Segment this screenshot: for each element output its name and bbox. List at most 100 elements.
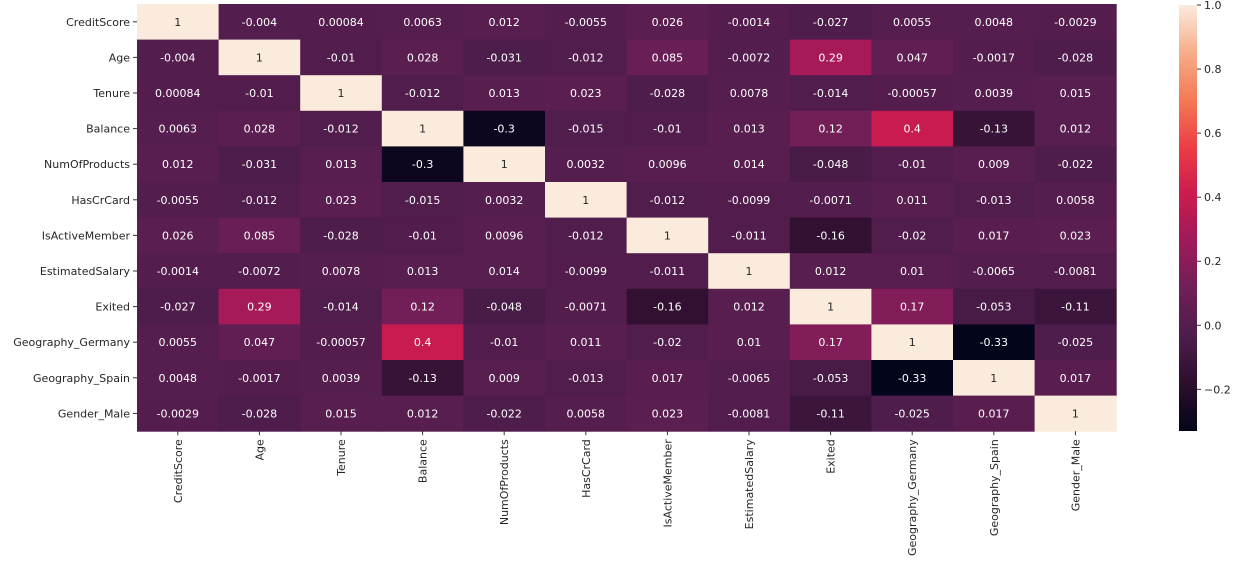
x-tick-label: HasCrCard [580,439,593,498]
heatmap-cell [381,253,464,290]
y-tick-label: Balance [86,123,130,136]
heatmap-cell [463,110,546,147]
cell-value-label: 0.0058 [567,407,606,420]
heatmap-cell [953,75,1036,112]
cell-value-label: 0.085 [652,51,684,64]
heatmap-cell [218,39,301,76]
cell-value-label: -0.0065 [728,372,770,385]
cell-value-label: 0.015 [1060,87,1092,100]
heatmap-cell [545,217,628,254]
heatmap-cell [789,146,872,183]
heatmap-cell [708,253,791,290]
cell-value-label: 0.014 [733,158,765,171]
cell-value-label: -0.022 [486,407,521,420]
heatmap-cell [708,360,791,397]
y-tick-label: NumOfProducts [44,158,130,171]
heatmap-cell [708,39,791,76]
cell-value-label: 0.4 [903,123,921,136]
cell-value-label: 0.17 [900,301,925,314]
heatmap-cell [626,217,709,254]
cell-value-label: -0.13 [980,123,1008,136]
heatmap-cell [626,253,709,290]
cell-value-label: -0.048 [486,301,521,314]
y-tick-label: Geography_Spain [33,372,130,385]
cell-value-label: 1 [582,194,589,207]
heatmap-cell [545,39,628,76]
cell-value-label: 0.017 [978,407,1010,420]
heatmap-cell [1034,288,1117,325]
cell-value-label: -0.01 [490,336,518,349]
cell-value-label: -0.01 [245,87,273,100]
heatmap-cell [218,110,301,147]
heatmap-cell [871,360,954,397]
heatmap-cell [708,146,791,183]
cell-value-label: -0.028 [242,407,277,420]
x-tick-label: Tenure [335,439,348,477]
cell-value-label: 0.047 [244,336,276,349]
cell-value-label: -0.012 [568,229,603,242]
cell-value-label: 0.012 [488,16,520,29]
cell-value-label: -0.01 [408,229,436,242]
x-tick-label: Balance [417,439,430,483]
cell-value-label: 0.023 [325,194,357,207]
cell-value-label: 1 [1072,407,1079,420]
heatmap-cell [1034,75,1117,112]
cell-value-label: 0.009 [978,158,1010,171]
cell-value-label: -0.00057 [887,87,936,100]
cell-value-label: 0.012 [733,301,765,314]
heatmap-cell [463,360,546,397]
heatmap-cell [381,146,464,183]
heatmap-cell [708,110,791,147]
heatmap-cell [626,110,709,147]
cell-value-label: 0.013 [325,158,357,171]
heatmap-cell [545,360,628,397]
y-tick-label: IsActiveMember [42,229,131,242]
heatmap-cell [137,110,220,147]
heatmap-cell [871,146,954,183]
cell-value-label: -0.0014 [157,265,199,278]
heatmap-cell [463,217,546,254]
heatmap-cell [871,110,954,147]
cell-value-label: 0.01 [737,336,762,349]
heatmap-cell [545,395,628,432]
heatmap-cell [137,395,220,432]
cell-value-label: 0.0039 [322,372,361,385]
heatmap-cell [953,288,1036,325]
x-tick-label: NumOfProducts [498,439,511,525]
cell-value-label: 0.0055 [893,16,932,29]
cell-value-label: -0.048 [813,158,848,171]
cell-value-label: 0.085 [244,229,276,242]
cell-value-label: 1 [256,51,263,64]
cell-value-label: 0.0032 [485,194,524,207]
cell-value-label: -0.015 [568,123,603,136]
cell-value-label: -0.01 [653,123,681,136]
cell-value-label: 0.012 [162,158,194,171]
heatmap-cell [708,75,791,112]
heatmap-cell [137,146,220,183]
heatmap-cell [463,395,546,432]
heatmap-cell [626,4,709,41]
heatmap-cell [789,288,872,325]
heatmap-cell [626,324,709,361]
cell-value-label: -0.0099 [728,194,770,207]
heatmap-cell [626,288,709,325]
cell-value-label: 0.012 [815,265,847,278]
heatmap-annotations: 1 -0.004 0.00084 0.0063 0.012 -0.0055 0.026 -0.… [155,16,1097,421]
heatmap-cell [871,395,954,432]
x-tick-label: IsActiveMember [661,439,674,528]
cell-value-label: 0.012 [407,407,439,420]
cell-value-label: 0.0096 [485,229,524,242]
heatmap-cell [789,360,872,397]
colorbar-tick-label: 0.6 [1204,127,1222,140]
cell-value-label: -0.013 [976,194,1011,207]
heatmap-cell [218,4,301,41]
x-tick-label: CreditScore [172,439,185,503]
heatmap-cell [218,324,301,361]
cell-value-label: 0.012 [1060,123,1092,136]
heatmap-cell [545,146,628,183]
y-axis-tick-labels: CreditScore Age Tenure Balance NumOfProducts… [13,16,137,420]
cell-value-label: 0.0063 [159,123,198,136]
heatmap-cell [381,110,464,147]
cell-value-label: 1 [338,87,345,100]
cell-value-label: -0.011 [650,265,685,278]
